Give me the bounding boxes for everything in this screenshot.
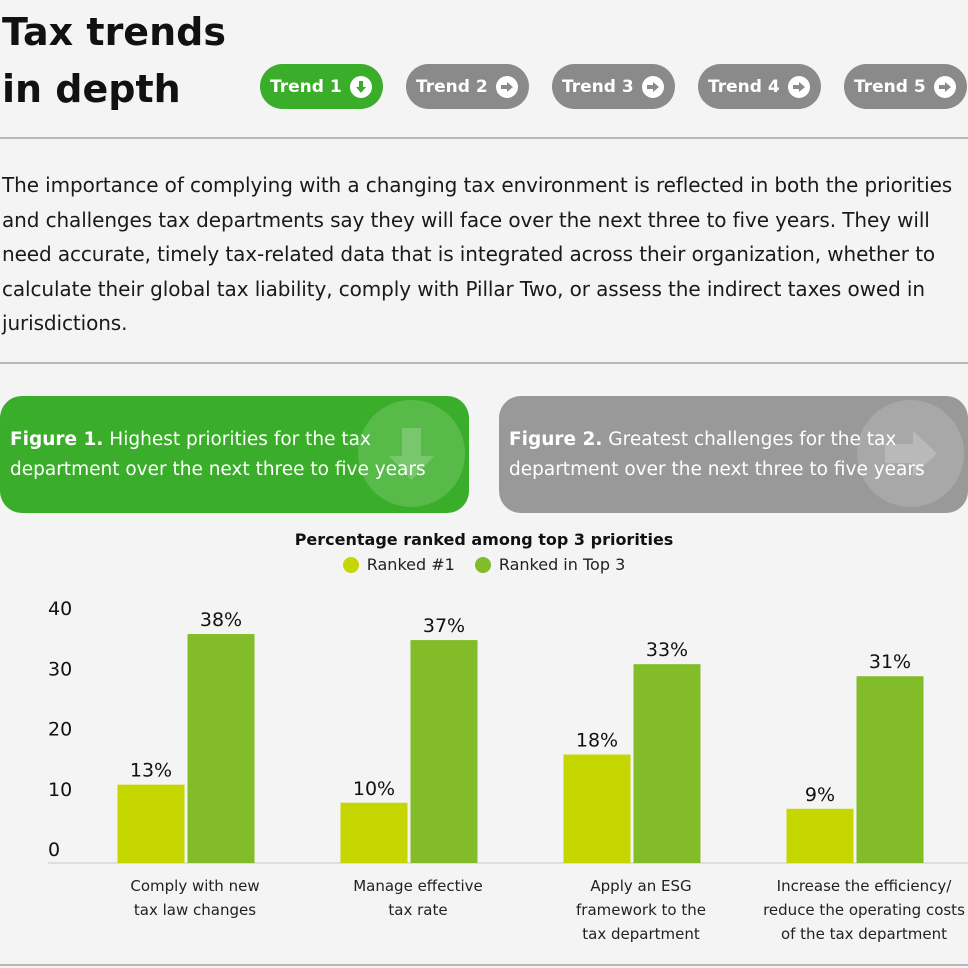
figure-1-caption: Figure 1. Highest priorities for the tax…: [10, 425, 450, 485]
figure-1-deco: [358, 400, 465, 507]
figure-1-text: Highest priorities for the tax departmen…: [10, 429, 426, 480]
legend-swatch-top-3: [474, 556, 491, 573]
bar-top-3: [856, 676, 924, 863]
data-label: 10%: [353, 778, 395, 800]
legend-label-ranked-1: Ranked #1: [366, 555, 455, 574]
data-label: 37%: [423, 615, 465, 637]
bar-ranked-1: [340, 802, 408, 863]
bar-top-3: [410, 640, 478, 863]
legend-item-ranked-1: Ranked #1: [342, 555, 455, 574]
divider: [0, 362, 968, 364]
category-label: Manage effective: [353, 877, 483, 895]
category-label: Comply with new: [130, 877, 259, 895]
y-tick-label: 30: [48, 658, 72, 680]
page-title-line2: in depth: [2, 67, 181, 111]
figure-2-caption: Figure 2. Greatest challenges for the ta…: [509, 425, 949, 485]
category-label: tax law changes: [134, 901, 256, 919]
tab-trend-5[interactable]: Trend 5: [844, 64, 967, 109]
y-tick-label: 10: [48, 779, 72, 801]
figure-2-text: Greatest challenges for the tax departme…: [509, 429, 925, 480]
figure-1-card[interactable]: Figure 1. Highest priorities for the tax…: [0, 396, 469, 513]
divider: [0, 137, 968, 139]
figure-2-card[interactable]: Figure 2. Greatest challenges for the ta…: [499, 396, 968, 513]
page-title: Tax trends in depth: [2, 4, 242, 118]
tab-trend-2[interactable]: Trend 2: [406, 64, 529, 109]
tab-trend-4-label: Trend 4: [708, 76, 780, 97]
arrow-down-circle-icon: [350, 75, 372, 98]
data-label: 31%: [869, 651, 911, 673]
figure-2-deco: [857, 400, 964, 507]
figure-2-label: Figure 2.: [509, 429, 603, 450]
arrow-right-circle-icon: [642, 75, 664, 98]
intro-paragraph: The importance of complying with a chang…: [2, 173, 953, 335]
bar-ranked-1: [786, 808, 854, 863]
category-label: Apply an ESG: [590, 877, 691, 895]
arrow-down-icon: [389, 428, 434, 480]
bar-chart: 0 10 20 30 40 13% 10% 18% 9% 38% 37% 33% 31% Comply w…: [48, 600, 968, 943]
chart-legend: Ranked #1 Ranked in Top 3: [0, 555, 968, 574]
category-label: framework to the: [576, 901, 706, 919]
bar-ranked-1: [117, 784, 185, 863]
category-label: reduce the operating costs: [763, 901, 965, 919]
data-label: 33%: [646, 639, 688, 661]
arrow-right-circle-icon: [934, 75, 956, 98]
y-tick-label: 40: [48, 600, 72, 620]
chart-title: Percentage ranked among top 3 priorities: [294, 530, 674, 549]
arrow-right-circle-icon: [496, 75, 518, 98]
tab-trend-1-label: Trend 1: [270, 76, 342, 97]
tab-trend-2-label: Trend 2: [416, 76, 488, 97]
legend-swatch-ranked-1: [342, 556, 359, 573]
bar-top-3: [187, 634, 255, 863]
tab-trend-1[interactable]: Trend 1: [260, 64, 383, 109]
divider: [0, 964, 968, 966]
bar-ranked-1: [563, 754, 631, 863]
tab-trend-4[interactable]: Trend 4: [698, 64, 821, 109]
y-tick-label: 0: [48, 839, 60, 861]
category-label: tax department: [582, 925, 700, 943]
data-label: 9%: [805, 784, 835, 806]
legend-item-top-3: Ranked in Top 3: [474, 555, 626, 574]
page-title-line1: Tax trends: [2, 10, 226, 54]
category-label: of the tax department: [781, 925, 947, 943]
arrow-right-icon: [885, 431, 937, 476]
tab-trend-3[interactable]: Trend 3: [552, 64, 675, 109]
data-label: 18%: [576, 730, 618, 752]
tab-trend-3-label: Trend 3: [562, 76, 634, 97]
arrow-right-circle-icon: [788, 75, 810, 98]
data-label: 38%: [200, 609, 242, 631]
data-label: 13%: [130, 760, 172, 782]
y-tick-label: 20: [48, 719, 72, 741]
legend-label-top-3: Ranked in Top 3: [498, 555, 626, 574]
figure-1-label: Figure 1.: [10, 429, 104, 450]
bar-top-3: [633, 664, 701, 863]
tab-trend-5-label: Trend 5: [854, 76, 926, 97]
category-label: Increase the efficiency/: [777, 877, 953, 895]
category-label: tax rate: [388, 901, 447, 919]
